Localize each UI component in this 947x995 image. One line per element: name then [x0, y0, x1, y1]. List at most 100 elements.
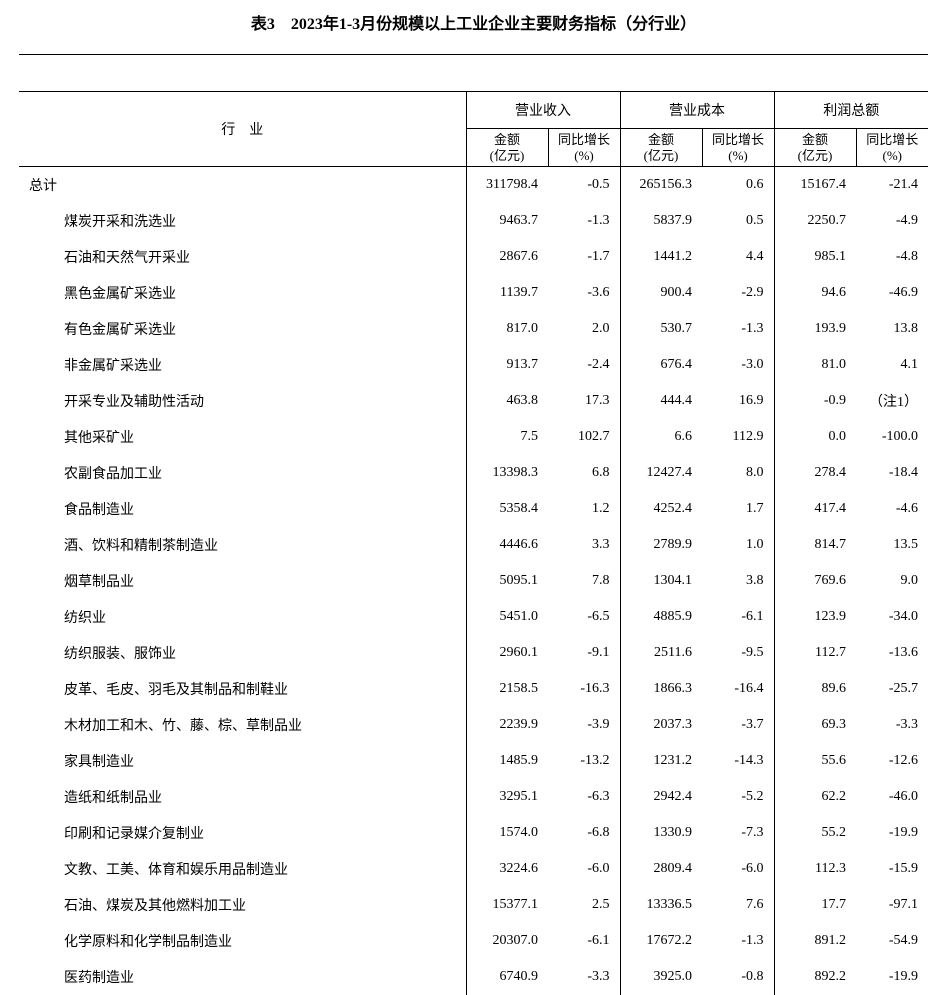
row-label: 食品制造业: [19, 503, 134, 518]
cell-value: 13398.3: [466, 455, 548, 491]
cell-value: 1441.2: [620, 239, 702, 275]
row-label: 纺织服装、服饰业: [19, 647, 176, 662]
table-row: 石油和天然气开采业2867.6-1.71441.24.4985.1-4.8: [19, 239, 928, 275]
col-group-revenue: 营业收入: [466, 92, 620, 129]
cell-value: 193.9: [774, 311, 856, 347]
cell-value: 1.2: [548, 491, 620, 527]
cell-value: 1231.2: [620, 743, 702, 779]
cell-value: -19.9: [856, 959, 928, 995]
col-sub-growth: 同比增长(%): [856, 129, 928, 167]
cell-value: 13.5: [856, 527, 928, 563]
table-row: 其他采矿业7.5102.76.6112.90.0-100.0: [19, 419, 928, 455]
cell-value: 2960.1: [466, 635, 548, 671]
row-label: 总计: [19, 179, 57, 194]
cell-value: 0.6: [702, 167, 774, 204]
row-label: 化学原料和化学制品制造业: [19, 935, 232, 950]
cell-value: 69.3: [774, 707, 856, 743]
cell-value: 817.0: [466, 311, 548, 347]
table-row-total: 总计 311798.4 -0.5 265156.3 0.6 15167.4 -2…: [19, 167, 928, 204]
row-label: 印刷和记录媒介复制业: [19, 827, 204, 842]
col-sub-growth: 同比增长(%): [702, 129, 774, 167]
cell-value: 3.3: [548, 527, 620, 563]
table-row: 文教、工美、体育和娱乐用品制造业3224.6-6.02809.4-6.0112.…: [19, 851, 928, 887]
cell-value: -9.1: [548, 635, 620, 671]
cell-value: -3.0: [702, 347, 774, 383]
cell-value: -6.1: [548, 923, 620, 959]
cell-value: （注1）: [856, 383, 928, 419]
table-row: 石油、煤炭及其他燃料加工业15377.12.513336.57.617.7-97…: [19, 887, 928, 923]
table-row: 非金属矿采选业913.7-2.4676.4-3.081.04.1: [19, 347, 928, 383]
cell-value: 7.5: [466, 419, 548, 455]
cell-value: 2789.9: [620, 527, 702, 563]
cell-value: -34.0: [856, 599, 928, 635]
cell-value: 5837.9: [620, 203, 702, 239]
cell-value: -2.4: [548, 347, 620, 383]
cell-value: 13336.5: [620, 887, 702, 923]
cell-value: 900.4: [620, 275, 702, 311]
cell-value: 2942.4: [620, 779, 702, 815]
cell-value: -1.3: [702, 311, 774, 347]
cell-value: -9.5: [702, 635, 774, 671]
cell-value: -13.2: [548, 743, 620, 779]
row-label: 煤炭开采和洗选业: [19, 215, 176, 230]
cell-value: 1330.9: [620, 815, 702, 851]
cell-value: 12427.4: [620, 455, 702, 491]
cell-value: 265156.3: [620, 167, 702, 204]
cell-value: 55.2: [774, 815, 856, 851]
cell-value: -7.3: [702, 815, 774, 851]
table-header: 行 业 营业收入 营业成本 利润总额 金额(亿元) 同比增长(%) 金额(亿元)…: [19, 55, 928, 167]
cell-value: 3925.0: [620, 959, 702, 995]
cell-value: 278.4: [774, 455, 856, 491]
cell-value: 5095.1: [466, 563, 548, 599]
cell-value: 2.0: [548, 311, 620, 347]
cell-value: -16.3: [548, 671, 620, 707]
table-row: 木材加工和木、竹、藤、棕、草制品业2239.9-3.92037.3-3.769.…: [19, 707, 928, 743]
table-row: 医药制造业6740.9-3.33925.0-0.8892.2-19.9: [19, 959, 928, 995]
cell-value: -100.0: [856, 419, 928, 455]
row-label: 纺织业: [19, 611, 106, 626]
cell-value: -4.8: [856, 239, 928, 275]
cell-value: 3295.1: [466, 779, 548, 815]
cell-value: 676.4: [620, 347, 702, 383]
cell-value: -46.0: [856, 779, 928, 815]
cell-value: -3.9: [548, 707, 620, 743]
cell-value: 530.7: [620, 311, 702, 347]
cell-value: -21.4: [856, 167, 928, 204]
table-row: 家具制造业1485.9-13.21231.2-14.355.6-12.6: [19, 743, 928, 779]
col-group-profit: 利润总额: [774, 92, 928, 129]
cell-value: -0.5: [548, 167, 620, 204]
cell-value: -97.1: [856, 887, 928, 923]
cell-value: -12.6: [856, 743, 928, 779]
cell-value: -1.3: [548, 203, 620, 239]
table-row: 煤炭开采和洗选业9463.7-1.35837.90.52250.7-4.9: [19, 203, 928, 239]
row-label: 农副食品加工业: [19, 467, 162, 482]
cell-value: 2.5: [548, 887, 620, 923]
table-body: 总计 311798.4 -0.5 265156.3 0.6 15167.4 -2…: [19, 167, 928, 995]
cell-value: 3224.6: [466, 851, 548, 887]
cell-value: 2867.6: [466, 239, 548, 275]
cell-value: 3.8: [702, 563, 774, 599]
cell-value: -1.7: [548, 239, 620, 275]
cell-value: -3.6: [548, 275, 620, 311]
cell-value: 6740.9: [466, 959, 548, 995]
col-sub-amount: 金额(亿元): [620, 129, 702, 167]
cell-value: 13.8: [856, 311, 928, 347]
table-row: 有色金属矿采选业817.02.0530.7-1.3193.913.8: [19, 311, 928, 347]
cell-value: -18.4: [856, 455, 928, 491]
cell-value: -6.0: [548, 851, 620, 887]
row-label: 非金属矿采选业: [19, 359, 162, 374]
cell-value: -3.3: [548, 959, 620, 995]
cell-value: 1574.0: [466, 815, 548, 851]
col-industry: 行 业: [19, 92, 466, 167]
table-row: 农副食品加工业13398.36.812427.48.0278.4-18.4: [19, 455, 928, 491]
col-sub-amount: 金额(亿元): [466, 129, 548, 167]
cell-value: 6.6: [620, 419, 702, 455]
table-row: 造纸和纸制品业3295.1-6.32942.4-5.262.2-46.0: [19, 779, 928, 815]
col-sub-growth: 同比增长(%): [548, 129, 620, 167]
cell-value: -0.8: [702, 959, 774, 995]
row-label: 造纸和纸制品业: [19, 791, 162, 806]
cell-value: 2037.3: [620, 707, 702, 743]
col-sub-amount: 金额(亿元): [774, 129, 856, 167]
cell-value: -54.9: [856, 923, 928, 959]
cell-value: 463.8: [466, 383, 548, 419]
